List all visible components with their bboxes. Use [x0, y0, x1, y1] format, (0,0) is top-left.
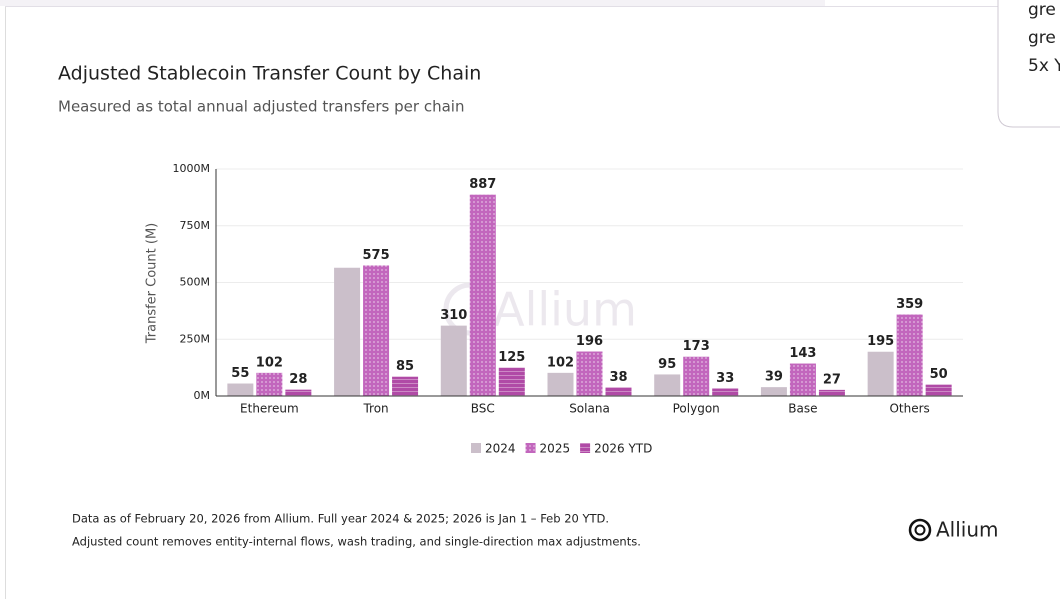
legend-swatch	[471, 443, 481, 453]
value-label: 38	[609, 370, 627, 385]
logo: Allium	[936, 518, 999, 542]
chart-subtitle: Measured as total annual adjusted transf…	[58, 98, 464, 116]
value-label: 28	[289, 372, 307, 387]
value-label: 55	[231, 366, 249, 381]
value-label: 887	[469, 177, 496, 192]
value-label: 50	[930, 367, 948, 382]
value-label: 173	[683, 339, 710, 354]
bar	[576, 351, 603, 396]
bar	[392, 376, 419, 396]
x-tick-label: Tron	[362, 402, 388, 416]
bar	[469, 194, 496, 396]
value-label: 27	[823, 372, 841, 387]
bar	[683, 356, 710, 396]
x-tick-label: BSC	[471, 402, 495, 416]
bar	[867, 351, 894, 396]
y-tick-label: 1000M	[173, 162, 211, 175]
value-label: 359	[896, 297, 923, 312]
top-strip	[0, 0, 825, 6]
value-label: 125	[498, 350, 525, 365]
x-tick-label: Polygon	[673, 402, 720, 416]
y-tick-label: 750M	[180, 219, 211, 232]
legend-label: 2024	[485, 442, 516, 456]
bar	[256, 372, 283, 396]
bar	[498, 367, 525, 396]
bar	[925, 384, 952, 396]
bar	[789, 363, 816, 396]
bar	[605, 387, 632, 396]
bar	[712, 388, 739, 396]
x-tick-label: Solana	[569, 402, 610, 416]
y-tick-label: 250M	[180, 332, 211, 345]
y-axis-title: Transfer Count (M)	[145, 223, 160, 345]
bar	[440, 325, 467, 396]
bar	[547, 372, 574, 396]
bar	[285, 389, 312, 396]
chart-title: Adjusted Stablecoin Transfer Count by Ch…	[58, 63, 481, 85]
y-tick-label: 0M	[194, 389, 211, 402]
legend-swatch	[580, 443, 591, 453]
value-label: 33	[716, 371, 734, 386]
footnote: Data as of February 20, 2026 from Allium…	[72, 512, 609, 526]
value-label: 575	[363, 248, 390, 263]
bar	[363, 265, 390, 396]
y-tick-label: 500M	[180, 276, 211, 289]
legend-label: 2026 YTD	[594, 442, 652, 456]
bar	[654, 374, 681, 396]
value-label: 310	[440, 308, 467, 323]
tooltip-line: gre	[1028, 0, 1056, 20]
value-label: 102	[256, 355, 283, 370]
tooltip-box	[997, 0, 1060, 128]
value-label: 39	[765, 370, 783, 385]
bar	[896, 314, 923, 396]
logo-icon	[914, 524, 926, 536]
bar	[227, 383, 254, 396]
value-label: 85	[396, 359, 414, 374]
tooltip-line: gre	[1028, 28, 1056, 48]
value-label: 143	[789, 346, 816, 361]
legend-label: 2025	[540, 442, 571, 456]
tooltip-line: 5x Y	[1028, 56, 1060, 76]
footnote: Adjusted count removes entity-internal f…	[72, 535, 641, 549]
legend-swatch	[525, 443, 536, 453]
value-label: 102	[547, 355, 574, 370]
value-label: 195	[867, 334, 894, 349]
logo-icon	[908, 518, 932, 542]
x-tick-label: Ethereum	[240, 402, 299, 416]
x-tick-label: Base	[788, 402, 817, 416]
bar	[760, 387, 787, 396]
value-label: 196	[576, 334, 603, 349]
x-tick-label: Others	[889, 402, 929, 416]
watermark: Allium	[493, 283, 637, 337]
bar	[334, 267, 361, 396]
value-label: 95	[658, 357, 676, 372]
bar	[818, 389, 845, 396]
